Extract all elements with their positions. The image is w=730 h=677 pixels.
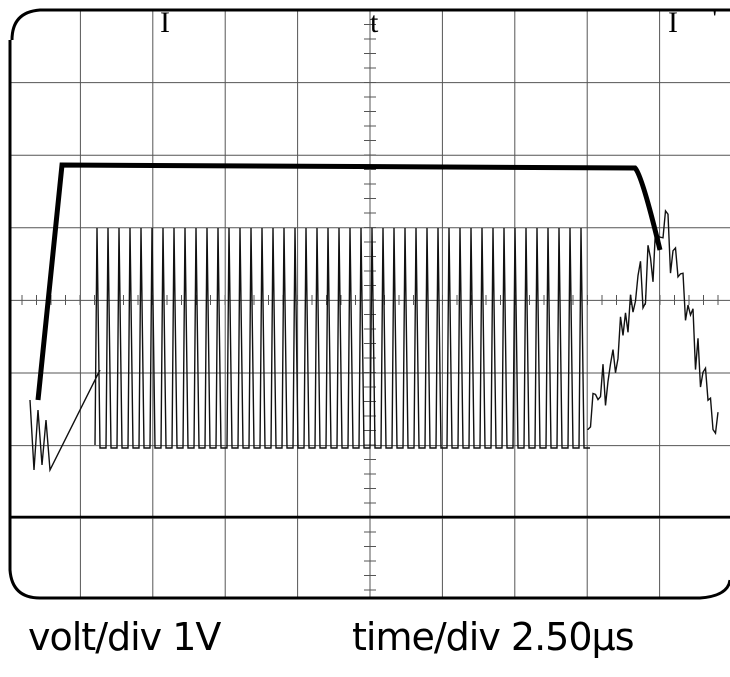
volt-div-label: volt/div 1V [28,615,221,659]
stray-mark: ' [712,2,717,35]
noise-trace [588,211,718,433]
oscilloscope-screenshot: I t I ' volt/div 1V time/div 2.50µs [0,0,730,677]
cursor-marker: I [668,6,678,39]
trigger-marker: t [370,6,379,39]
cursor-marker: I [160,6,170,39]
time-div-label: time/div 2.50µs [352,615,634,659]
page: I t I ' volt/div 1V time/div 2.50µs (() … [0,0,730,677]
signal-trace [30,228,590,470]
